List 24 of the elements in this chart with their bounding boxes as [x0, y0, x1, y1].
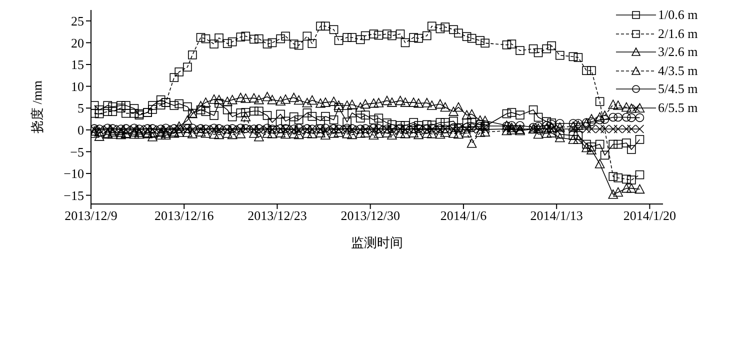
x-axis-title: 监测时间 — [351, 235, 403, 250]
x-tick-label: 2013/12/30 — [340, 208, 400, 224]
x-tick-label: 2013/12/9 — [64, 208, 118, 224]
legend-label: 1/0.6 m — [658, 6, 698, 24]
y-tick-label: −5 — [70, 144, 84, 160]
legend-label: 4/3.5 m — [658, 62, 698, 80]
legend-label: 2/1.6 m — [658, 24, 698, 42]
y-tick-label: 10 — [71, 78, 84, 94]
x-tick-label: 2013/12/16 — [154, 208, 214, 224]
y-tick-label: −10 — [64, 166, 84, 182]
y-tick-label: 15 — [71, 57, 84, 72]
y-tick-label: 20 — [71, 35, 84, 50]
x-tick-label: 2014/1/13 — [530, 208, 583, 224]
y-tick-label: 5 — [78, 100, 84, 116]
legend-label: 5/4.5 m — [658, 80, 698, 98]
y-tick-label: 0 — [78, 122, 84, 138]
y-tick-label: −15 — [64, 188, 84, 203]
legend-label: 3/2.6 m — [658, 43, 698, 61]
x-tick-label: 2014/1/6 — [440, 208, 488, 224]
x-tick-label: 2014/1/20 — [623, 208, 676, 224]
y-axis-title: 挠度 /mm — [30, 80, 45, 134]
x-tick-label: 2013/12/23 — [248, 208, 307, 224]
legend-label: 6/5.5 m — [658, 98, 698, 116]
y-tick-label: 25 — [71, 14, 84, 29]
